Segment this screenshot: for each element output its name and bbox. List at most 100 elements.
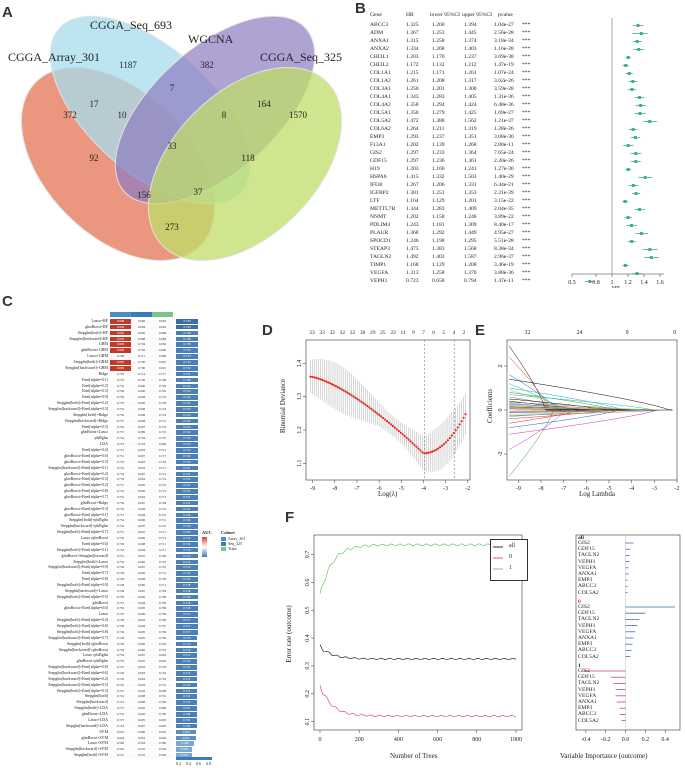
rf-line-1 bbox=[319, 543, 517, 594]
heatmap-mean-bar: 0.724 bbox=[176, 395, 198, 400]
heatmap-cell: 0.747 bbox=[110, 688, 131, 694]
heatmap-cell: 0.691 bbox=[152, 365, 173, 371]
heatmap-row-label: Stepglm[backward] bbox=[76, 699, 108, 705]
forest-cell-hi: 1.353 bbox=[464, 190, 477, 196]
venn-count: 17 bbox=[89, 99, 99, 109]
forest-cell-gene: TIMP1 bbox=[370, 262, 387, 268]
heatmap-row-label: Lasso+RF bbox=[91, 318, 108, 323]
forest-cell-sig: *** bbox=[522, 22, 531, 28]
heatmap-cell: 0.697 bbox=[131, 424, 152, 430]
heatmap-cell: 0.751 bbox=[110, 600, 131, 606]
heatmap-cell: 0.694 bbox=[131, 512, 152, 518]
forest-cell-hi: 1.248 bbox=[464, 214, 477, 220]
heatmap-cell: 0.702 bbox=[152, 641, 173, 647]
cv-point bbox=[393, 426, 396, 429]
path-coef-line bbox=[509, 409, 673, 416]
forest-point bbox=[588, 280, 592, 283]
cohort-bar bbox=[110, 312, 131, 317]
panel-label-a: A bbox=[2, 4, 13, 21]
forest-cell-hi: 1.361 bbox=[464, 158, 477, 164]
forest-cell-hi: 1.568 bbox=[464, 246, 477, 252]
cv-point bbox=[311, 375, 314, 379]
rf-line-all bbox=[319, 644, 517, 660]
vimp-gene-label: GDF15 bbox=[578, 546, 595, 553]
forest-cell-p: 6.48e-36 bbox=[494, 102, 514, 108]
legend-cohort-label: Train bbox=[228, 546, 237, 551]
forest-point bbox=[648, 248, 652, 251]
cv-point bbox=[417, 447, 420, 450]
cv-point bbox=[456, 426, 459, 429]
forest-point bbox=[626, 144, 630, 147]
forest-cell-p: 3.62e-26 bbox=[494, 78, 514, 84]
forest-cell-gene: ANXA1 bbox=[370, 38, 389, 44]
heatmap-cell: 0.697 bbox=[131, 565, 152, 570]
legend-cohort-label: Seq_325 bbox=[228, 541, 242, 546]
forest-cell-hr: 1.267 bbox=[406, 182, 419, 188]
heatmap-row-label: Stepglm[both] bbox=[84, 693, 108, 699]
auc-scale-tick: 0.4 bbox=[186, 761, 191, 766]
rf-line-0 bbox=[319, 685, 517, 718]
cv-top-tick-label: 22 bbox=[390, 330, 396, 336]
heatmap-mean-bar: 0.732 bbox=[176, 360, 198, 365]
vimp-gene-label: ANXA1 bbox=[578, 699, 597, 705]
forest-point bbox=[635, 272, 639, 275]
cv-point bbox=[387, 421, 391, 424]
heatmap-mean-bar: 0.718 bbox=[176, 588, 198, 594]
heatmap-cell: 0.750 bbox=[110, 536, 131, 541]
heatmap-mean-bar: 0.720 bbox=[176, 512, 198, 518]
heatmap-cell: 0.693 bbox=[131, 682, 152, 688]
forest-cell-lo: 1.132 bbox=[432, 62, 445, 68]
heatmap-cell: 0.712 bbox=[152, 471, 173, 477]
forest-cell-p: 1.47e-19 bbox=[494, 62, 514, 68]
heatmap-cell: 0.706 bbox=[152, 629, 173, 635]
forest-cell-sig: *** bbox=[522, 198, 531, 204]
cv-point bbox=[334, 385, 338, 388]
cv-point bbox=[403, 435, 406, 438]
rf-legend-label: 0 bbox=[509, 554, 512, 560]
forest-cell-gene: PDLIM4 bbox=[370, 222, 391, 228]
heatmap-cell: 0.726 bbox=[152, 389, 173, 394]
heatmap-mean-bar: 0.652 bbox=[176, 735, 196, 741]
forest-point bbox=[626, 168, 630, 171]
heatmap-row-label: Stepglm[backward]+Enet[alpha=0.8] bbox=[48, 664, 108, 670]
forest-cell-p: 2.96e-37 bbox=[494, 254, 514, 260]
cv-top-tick-label: 30 bbox=[360, 330, 366, 336]
lasso-path-plot: -9 -8 -7 -6 -5 -4 -3 -2 -2 0 2 32 24 9 0 Log Lambda Co… bbox=[486, 322, 682, 502]
forest-cell-gene: IFI30 bbox=[370, 182, 383, 188]
forest-cell-p: 3.88e-36 bbox=[494, 270, 514, 276]
cv-point bbox=[328, 382, 332, 385]
cohort-bar bbox=[131, 312, 152, 317]
cv-point bbox=[350, 394, 353, 397]
path-xtick-label: -9 bbox=[516, 486, 521, 492]
forest-cell-sig: *** bbox=[522, 182, 531, 188]
heatmap-mean-bar: 0.722 bbox=[176, 453, 198, 459]
forest-cell-sig: *** bbox=[522, 78, 531, 84]
vimp-xtick-label: -0.2 bbox=[601, 737, 611, 743]
vimp-xlabel: Variable Importance (outcome) bbox=[560, 752, 648, 760]
venn-count: 1187 bbox=[119, 60, 137, 70]
forest-cell-lo: 1.279 bbox=[432, 110, 445, 116]
heatmap-cell: 0.748 bbox=[110, 635, 131, 641]
forest-cell-hi: 1.449 bbox=[464, 230, 477, 236]
vimp-plot: -0.4 -0.2 0.0 0.2 0.4 all GIS2 GDF15 TAGLN2 VEPH… bbox=[540, 525, 685, 768]
forest-cell-lo: 1.208 bbox=[432, 78, 445, 84]
heatmap-cell: 0.700 bbox=[152, 712, 173, 717]
heatmap-cell: 0.752 bbox=[110, 465, 131, 471]
cv-point bbox=[436, 447, 440, 450]
heatmap-cell: 0.703 bbox=[152, 676, 173, 682]
heatmap-cell: 0.693 bbox=[131, 448, 152, 453]
heatmap-cell: 0.716 bbox=[152, 483, 173, 488]
rf-ytick-label: 0.4 bbox=[305, 634, 311, 642]
heatmap-cell: 0.640 bbox=[152, 735, 173, 741]
heatmap-cell: 0.722 bbox=[152, 424, 173, 430]
forest-cell-sig: *** bbox=[522, 118, 531, 124]
rf-xlabel: Number of Trees bbox=[390, 752, 438, 760]
heatmap-cell: 0.753 bbox=[110, 659, 131, 664]
cv-point bbox=[380, 415, 383, 418]
heatmap-row-label: glmBoost+RF bbox=[85, 323, 108, 329]
path-coef-line bbox=[509, 409, 673, 435]
heatmap-cell: 0.753 bbox=[110, 401, 131, 406]
rf-error-svg: 0 200 400 600 800 1000 0.1 0.2 0.3 0.4 0.5 0.6 0.7 bbox=[305, 534, 523, 743]
heatmap-cell: 0.727 bbox=[110, 717, 131, 723]
heatmap-mean-bar: 0.718 bbox=[176, 583, 198, 588]
